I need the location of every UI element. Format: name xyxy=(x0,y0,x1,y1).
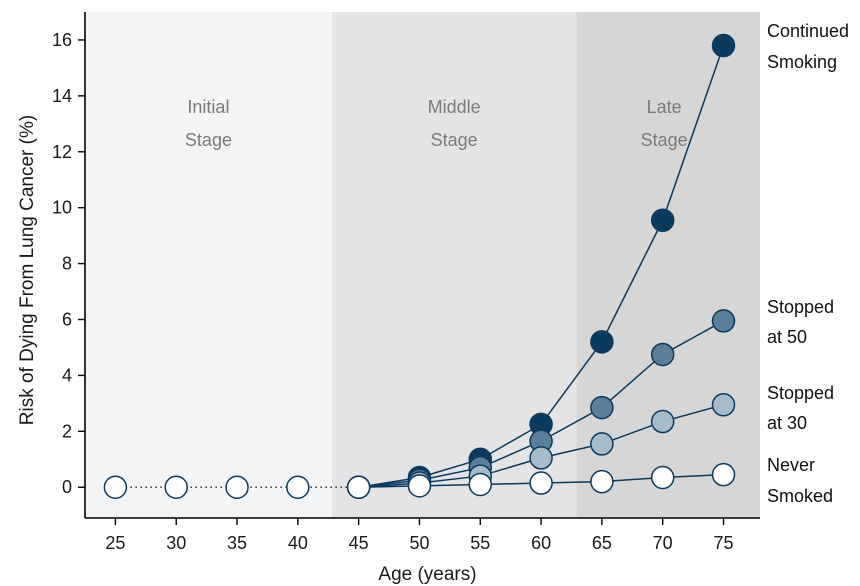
x-tick-label: 45 xyxy=(349,533,369,553)
series-4-point xyxy=(407,474,432,498)
series-3-point xyxy=(711,393,736,417)
y-tick-label: 0 xyxy=(62,477,72,497)
series-4-point xyxy=(650,465,675,490)
baseline-point xyxy=(164,475,188,499)
baseline-point xyxy=(225,475,249,499)
series-4-point xyxy=(468,472,493,497)
series-3-point xyxy=(590,432,614,456)
axes: 0 2 4 6 8 10 12 14 16 25 30 35 40 45 50 55 60 65 70 75 xyxy=(52,12,760,553)
x-tick-label: 30 xyxy=(166,533,186,553)
stage-label-line1: Initial xyxy=(187,97,229,117)
x-tick-label: 65 xyxy=(592,533,612,553)
series-1-point xyxy=(590,330,614,354)
series-3-point xyxy=(529,446,553,470)
y-tick-label: 12 xyxy=(52,142,72,162)
x-tick-label: 75 xyxy=(713,533,733,553)
stage-label-line2: Stage xyxy=(641,130,688,150)
stage-label-line2: Stage xyxy=(185,130,232,150)
stage-label-line2: Stage xyxy=(431,130,478,150)
series-label-line2: Smoking xyxy=(767,52,837,72)
stage-bands xyxy=(85,12,760,518)
y-tick-label: 4 xyxy=(62,365,72,385)
x-tick-label: 50 xyxy=(409,533,429,553)
y-tick-label: 6 xyxy=(62,310,72,330)
series-label-line2: Smoked xyxy=(767,486,833,506)
x-tick-label: 60 xyxy=(531,533,551,553)
series-2-point xyxy=(590,395,614,420)
y-axis-title: Risk of Dying From Lung Cancer (%) xyxy=(17,115,38,425)
series-markers xyxy=(103,33,736,499)
series-label-line1: Stopped xyxy=(767,297,834,317)
series-label-line1: Continued xyxy=(767,21,849,41)
stage-band-1 xyxy=(85,12,332,518)
y-tick-label: 14 xyxy=(52,86,72,106)
y-tick-label: 8 xyxy=(62,254,72,274)
x-tick-label: 55 xyxy=(470,533,490,553)
series-3-point xyxy=(650,409,675,434)
series-4-point xyxy=(529,471,553,495)
series-label-line1: Stopped xyxy=(767,383,834,403)
baseline-point xyxy=(286,475,310,499)
y-tick-label: 2 xyxy=(62,421,72,441)
stage-label-line1: Late xyxy=(647,97,682,117)
x-tick-label: 70 xyxy=(653,533,673,553)
stage-labels: Initial Stage Middle Stage Late Stage xyxy=(185,97,688,150)
series-4-point xyxy=(711,462,736,487)
x-axis-title: Age (years) xyxy=(378,564,476,585)
series-4-point xyxy=(590,469,614,494)
x-tick-label: 40 xyxy=(288,533,308,553)
series-label-line2: at 50 xyxy=(767,327,807,347)
series-label-line2: at 30 xyxy=(767,413,807,433)
stage-label-line1: Middle xyxy=(428,97,481,117)
series-1-point xyxy=(711,33,736,58)
x-tick-label: 25 xyxy=(105,533,125,553)
series-4-point xyxy=(346,475,371,499)
series-2-point xyxy=(711,309,736,333)
series-1-point xyxy=(650,208,675,233)
series-label-line1: Never xyxy=(767,455,815,475)
y-tick-label: 10 xyxy=(52,198,72,218)
x-tick-label: 35 xyxy=(227,533,247,553)
baseline-point xyxy=(103,475,128,499)
y-tick-label: 16 xyxy=(52,30,72,50)
series-2-point xyxy=(650,342,675,367)
series-labels: Continued Smoking Stopped at 50 Stopped at 30… xyxy=(767,21,849,506)
